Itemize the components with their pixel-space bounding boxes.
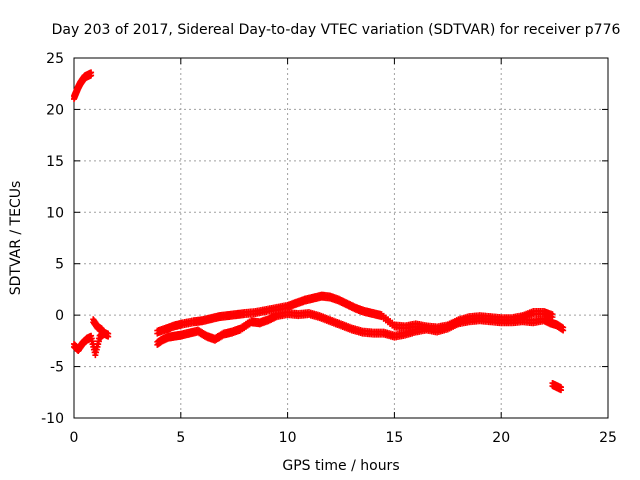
x-tick-label: 10 <box>279 430 297 446</box>
chart-title: Day 203 of 2017, Sidereal Day-to-day VTE… <box>52 22 621 38</box>
grid-lines <box>74 58 608 418</box>
tick-labels: 0 5 10 15 20 25 -10 -5 0 5 10 15 20 25 <box>41 51 617 446</box>
y-tick-label: 10 <box>46 205 64 221</box>
y-tick-label: 25 <box>46 51 64 67</box>
x-tick-label: 0 <box>70 430 79 446</box>
y-tick-label: 5 <box>55 257 64 273</box>
y-tick-label: -5 <box>50 360 64 376</box>
data-points <box>71 69 567 394</box>
x-tick-label: 25 <box>599 430 617 446</box>
y-axis-label: SDTVAR / TECUs <box>8 181 24 296</box>
data-point <box>88 72 95 79</box>
y-tick-label: -10 <box>41 411 64 427</box>
y-tick-label: 0 <box>55 308 64 324</box>
x-tick-label: 20 <box>492 430 510 446</box>
data-point <box>549 314 556 321</box>
plot-frame <box>73 57 609 419</box>
y-tick-label: 15 <box>46 154 64 170</box>
x-tick-label: 5 <box>176 430 185 446</box>
data-point <box>558 387 565 394</box>
data-point <box>560 327 567 334</box>
y-tick-label: 20 <box>46 102 64 118</box>
data-point <box>105 333 112 340</box>
x-tick-label: 15 <box>385 430 403 446</box>
data-point <box>98 328 105 335</box>
x-axis-label: GPS time / hours <box>282 458 399 474</box>
axis-ticks <box>73 57 609 419</box>
